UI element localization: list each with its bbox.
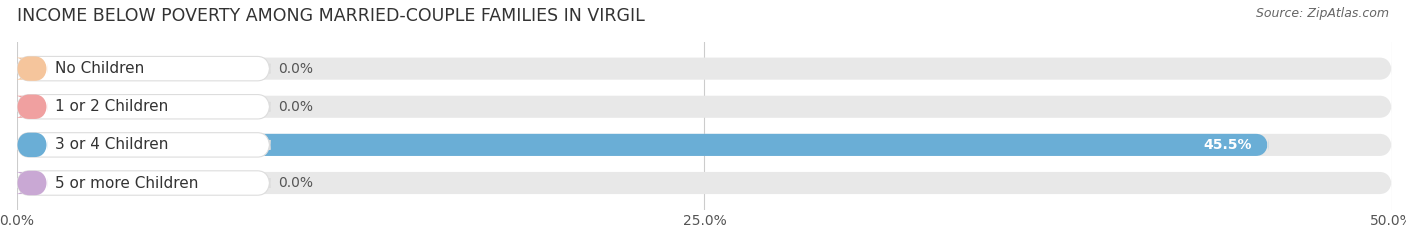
- FancyBboxPatch shape: [17, 134, 1268, 156]
- Text: 0.0%: 0.0%: [278, 100, 314, 114]
- Text: No Children: No Children: [55, 61, 145, 76]
- FancyBboxPatch shape: [17, 133, 270, 157]
- Text: 3 or 4 Children: 3 or 4 Children: [55, 137, 169, 152]
- FancyBboxPatch shape: [17, 172, 1392, 194]
- Text: Source: ZipAtlas.com: Source: ZipAtlas.com: [1256, 7, 1389, 20]
- FancyBboxPatch shape: [14, 96, 30, 118]
- Text: 0.0%: 0.0%: [278, 62, 314, 76]
- FancyBboxPatch shape: [17, 133, 48, 157]
- FancyBboxPatch shape: [17, 95, 48, 119]
- FancyBboxPatch shape: [17, 171, 270, 195]
- Text: 0.0%: 0.0%: [278, 176, 314, 190]
- Text: 45.5%: 45.5%: [1204, 138, 1251, 152]
- FancyBboxPatch shape: [17, 134, 1392, 156]
- Text: 1 or 2 Children: 1 or 2 Children: [55, 99, 169, 114]
- FancyBboxPatch shape: [17, 96, 1392, 118]
- Text: INCOME BELOW POVERTY AMONG MARRIED-COUPLE FAMILIES IN VIRGIL: INCOME BELOW POVERTY AMONG MARRIED-COUPL…: [17, 7, 644, 25]
- FancyBboxPatch shape: [17, 171, 48, 195]
- FancyBboxPatch shape: [14, 58, 30, 80]
- Text: 5 or more Children: 5 or more Children: [55, 175, 198, 191]
- FancyBboxPatch shape: [17, 56, 270, 81]
- FancyBboxPatch shape: [17, 95, 270, 119]
- FancyBboxPatch shape: [17, 56, 48, 81]
- FancyBboxPatch shape: [14, 172, 30, 194]
- FancyBboxPatch shape: [17, 58, 1392, 80]
